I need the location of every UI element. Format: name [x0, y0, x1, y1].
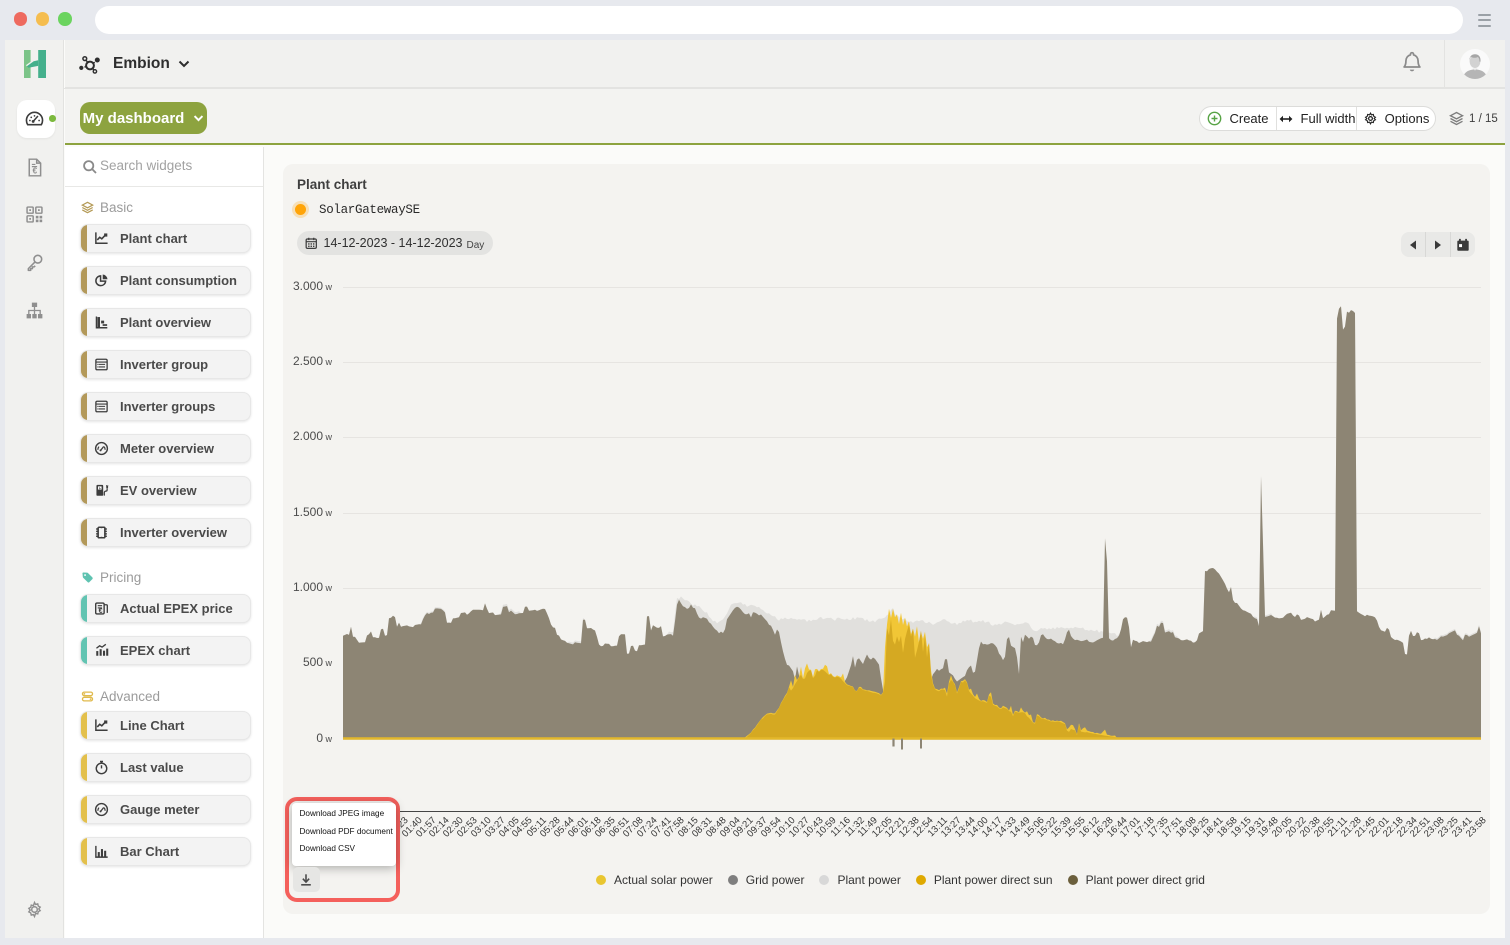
svg-text:€: €: [99, 608, 103, 615]
svg-text:€: €: [33, 165, 38, 175]
